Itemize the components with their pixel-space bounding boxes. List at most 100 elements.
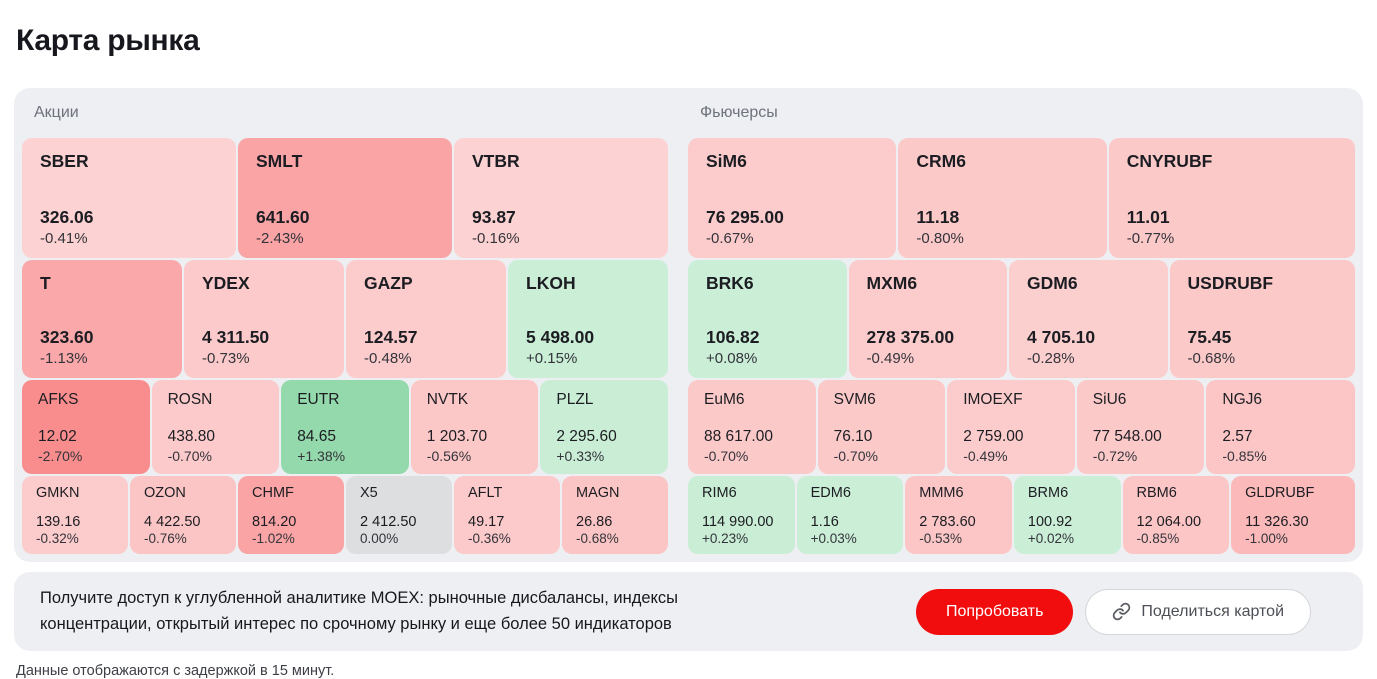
- tile-change: -0.28%: [1027, 350, 1075, 367]
- tile-change: -0.77%: [1126, 230, 1175, 247]
- tile-MXM6[interactable]: MXM6 278 375.00 -0.49%: [848, 260, 1008, 378]
- tile-values: 2 759.00 -0.49%: [963, 428, 1059, 464]
- tile-BRM6[interactable]: BRM6 100.92 +0.02%: [1013, 476, 1121, 554]
- tile-values: 2 412.50 0.00%: [360, 514, 438, 546]
- tile-BRK6[interactable]: BRK6 106.82 +0.08%: [688, 260, 847, 378]
- share-map-button[interactable]: Поделиться картой: [1085, 588, 1311, 635]
- tile-change: -0.16%: [472, 230, 520, 247]
- promo-banner: Получите доступ к углубленной аналитике …: [14, 572, 1363, 652]
- tile-SBER[interactable]: SBER 326.06 -0.41%: [22, 138, 236, 258]
- tile-AFKS[interactable]: AFKS 12.02 -2.70%: [22, 380, 150, 474]
- banner-actions: Попробовать Поделиться картой: [915, 588, 1337, 635]
- tile-values: 2 295.60 +0.33%: [556, 428, 652, 464]
- tile-EuM6[interactable]: EuM6 88 617.00 -0.70%: [688, 380, 816, 474]
- tile-OZON[interactable]: OZON 4 422.50 -0.76%: [130, 476, 236, 554]
- tile-values: 75.45 -0.68%: [1188, 327, 1337, 367]
- share-map-label: Поделиться картой: [1141, 602, 1284, 620]
- tile-CNYRUBF[interactable]: CNYRUBF 11.01 -0.77%: [1108, 138, 1355, 258]
- tile-USDRUBF[interactable]: USDRUBF 75.45 -0.68%: [1169, 260, 1356, 378]
- tile-change: +0.33%: [556, 448, 605, 464]
- section-stocks: Акции SBER 326.06 -0.41% SMLT 641.60 -2.43% VT…: [22, 96, 668, 554]
- tile-price: 2 759.00: [963, 428, 1024, 445]
- tile-ticker: ROSN: [167, 391, 213, 408]
- tile-change: -0.36%: [468, 531, 511, 546]
- tile-SVM6[interactable]: SVM6 76.10 -0.70%: [817, 380, 946, 474]
- tile-change: -0.53%: [919, 531, 963, 546]
- stocks-row-4: GMKN 139.16 -0.32% OZON 4 422.50 -0.76% CHMF 81…: [22, 476, 668, 554]
- tile-ticker: T: [40, 273, 51, 293]
- tile-IMOEXF[interactable]: IMOEXF 2 759.00 -0.49%: [947, 380, 1075, 474]
- tile-VTBR[interactable]: VTBR 93.87 -0.16%: [454, 138, 668, 258]
- tile-SMLT[interactable]: SMLT 641.60 -2.43%: [238, 138, 452, 258]
- tile-T[interactable]: T 323.60 -1.13%: [22, 260, 182, 378]
- page-title: Карта рынка: [16, 24, 200, 57]
- tile-AFLT[interactable]: AFLT 49.17 -0.36%: [454, 476, 560, 554]
- tile-change: -1.02%: [252, 531, 295, 546]
- tile-RIM6[interactable]: RIM6 114 990.00 +0.23%: [688, 476, 795, 554]
- tile-price: 438.80: [167, 428, 216, 445]
- tile-values: 11 326.30 -1.00%: [1245, 514, 1341, 546]
- tile-values: 2.57 -0.85%: [1222, 428, 1339, 464]
- tile-change: -0.70%: [704, 448, 749, 464]
- tile-price: 641.60: [256, 207, 310, 227]
- tile-price: 323.60: [40, 327, 94, 347]
- tile-ticker: EDM6: [810, 485, 851, 501]
- tile-values: 76.10 -0.70%: [834, 428, 930, 464]
- tile-price: 1.16: [810, 514, 839, 530]
- tile-EUTR[interactable]: EUTR 84.65 +1.38%: [281, 380, 409, 474]
- tile-price: 4 422.50: [144, 514, 201, 530]
- tile-ticker: X5: [360, 485, 378, 501]
- tile-SiU6[interactable]: SiU6 77 548.00 -0.72%: [1076, 380, 1205, 474]
- tile-change: -0.68%: [576, 531, 619, 546]
- tile-ticker: CHMF: [252, 485, 294, 501]
- tile-price: 814.20: [252, 514, 297, 530]
- tile-ticker: SiM6: [706, 151, 747, 171]
- tile-GDM6[interactable]: GDM6 4 705.10 -0.28%: [1009, 260, 1168, 378]
- tile-MMM6[interactable]: MMM6 2 783.60 -0.53%: [905, 476, 1012, 554]
- tile-change: -0.32%: [36, 531, 79, 546]
- tile-ticker: GMKN: [36, 485, 80, 501]
- futures-row-2: BRK6 106.82 +0.08% MXM6 278 375.00 -0.49% GDM6…: [688, 260, 1356, 378]
- tile-GMKN[interactable]: GMKN 139.16 -0.32%: [22, 476, 128, 554]
- stocks-row-3: AFKS 12.02 -2.70% ROSN 438.80 -0.70% EUTR 84.65…: [22, 380, 668, 474]
- tile-X5[interactable]: X5 2 412.50 0.00%: [346, 476, 452, 554]
- tile-ticker: PLZL: [556, 391, 594, 408]
- tile-change: -2.43%: [256, 230, 304, 247]
- tile-ticker: IMOEXF: [963, 391, 1023, 408]
- tile-LKOH[interactable]: LKOH 5 498.00 +0.15%: [508, 260, 668, 378]
- link-icon: [1112, 602, 1131, 621]
- tile-values: 326.06 -0.41%: [40, 207, 218, 247]
- tile-price: 2 783.60: [919, 514, 976, 530]
- tile-RBM6[interactable]: RBM6 12 064.00 -0.85%: [1122, 476, 1230, 554]
- tile-ticker: AFLT: [468, 485, 503, 501]
- tile-values: 438.80 -0.70%: [168, 428, 264, 464]
- tile-EDM6[interactable]: EDM6 1.16 +0.03%: [796, 476, 904, 554]
- tile-change: -0.68%: [1187, 350, 1236, 367]
- promo-text: Получите доступ к углубленной аналитике …: [40, 589, 679, 633]
- tile-GLDRUBF[interactable]: GLDRUBF 11 326.30 -1.00%: [1231, 476, 1356, 554]
- tile-price: 75.45: [1187, 327, 1232, 347]
- tile-MAGN[interactable]: MAGN 26.86 -0.68%: [562, 476, 668, 554]
- tile-NVTK[interactable]: NVTK 1 203.70 -0.56%: [410, 380, 539, 474]
- tile-price: 326.06: [40, 207, 94, 227]
- tile-ticker: NGJ6: [1222, 391, 1262, 408]
- tile-ticker: MXM6: [866, 273, 918, 293]
- delay-note: Данные отображаются с задержкой в 15 мин…: [16, 663, 335, 679]
- tile-ticker: GAZP: [364, 273, 413, 293]
- tile-NGJ6[interactable]: NGJ6 2.57 -0.85%: [1206, 380, 1355, 474]
- tile-change: -0.72%: [1092, 448, 1138, 464]
- tile-GAZP[interactable]: GAZP 124.57 -0.48%: [346, 260, 506, 378]
- tile-price: 26.86: [576, 514, 613, 530]
- try-button[interactable]: Попробовать: [915, 588, 1074, 635]
- tile-YDEX[interactable]: YDEX 4 311.50 -0.73%: [184, 260, 344, 378]
- tile-ticker: USDRUBF: [1187, 273, 1274, 293]
- tile-ticker: BRM6: [1027, 485, 1069, 501]
- tile-CHMF[interactable]: CHMF 814.20 -1.02%: [238, 476, 344, 554]
- tile-ROSN[interactable]: ROSN 438.80 -0.70%: [151, 380, 280, 474]
- tile-change: -0.49%: [866, 350, 915, 367]
- tile-SiM6[interactable]: SiM6 76 295.00 -0.67%: [688, 138, 897, 258]
- tile-PLZL[interactable]: PLZL 2 295.60 +0.33%: [540, 380, 668, 474]
- tile-CRM6[interactable]: CRM6 11.18 -0.80%: [898, 138, 1107, 258]
- tile-price: 12 064.00: [1136, 514, 1202, 530]
- tile-ticker: SiU6: [1092, 391, 1127, 408]
